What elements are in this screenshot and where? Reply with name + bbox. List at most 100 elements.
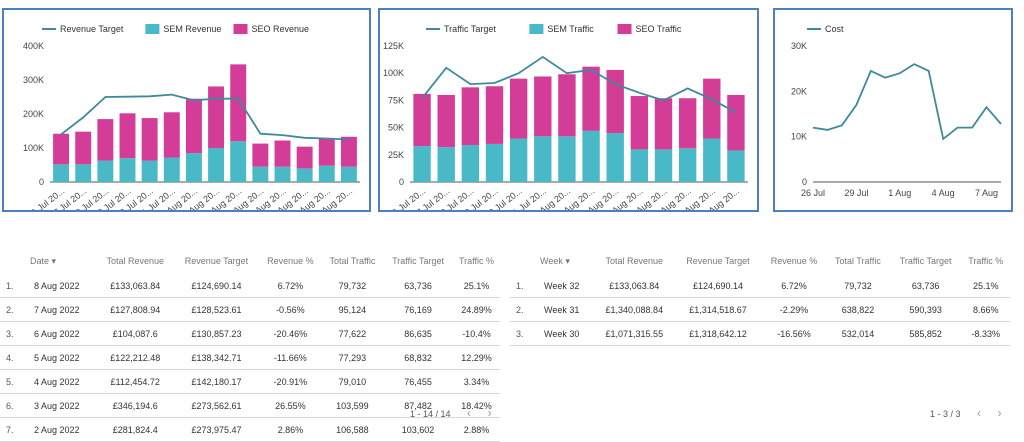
column-header[interactable]: Traffic % — [968, 256, 1004, 266]
table-cell: 8 Aug 2022 — [30, 274, 97, 298]
column-header[interactable]: Revenue Target — [184, 256, 249, 266]
x-tick-label: 26 Jul — [801, 188, 825, 198]
prev-page-icon[interactable]: ‹ — [467, 406, 472, 420]
table-cell: 77,293 — [321, 345, 384, 370]
next-page-icon[interactable]: › — [997, 406, 1002, 420]
column-header[interactable]: Revenue % — [267, 256, 314, 266]
legend-bar-swatch — [529, 24, 544, 34]
row-index: 1. — [510, 274, 540, 298]
table-row[interactable]: 3. Week 30 £1,071,315.55 £1,318,642.12 -16.5… — [510, 321, 1010, 346]
traffic-chart-panel: Traffic Target SEM Traffic SEO Traffic 0 25K… — [378, 8, 759, 212]
sem-bar — [97, 160, 114, 182]
y-tick-label: 300K — [23, 75, 44, 85]
row-index: 5. — [0, 369, 30, 394]
row-index: 2. — [0, 297, 30, 322]
traffic-chart: Traffic Target SEM Traffic SEO Traffic 0 25K… — [383, 24, 748, 210]
table-row[interactable]: 5. 4 Aug 2022 £112,454.72 £142,180.17 -20.91… — [0, 369, 500, 394]
seo-bar — [252, 143, 269, 167]
y-tick-label: 0 — [399, 177, 404, 187]
table-cell: 76,169 — [383, 297, 453, 322]
table-row[interactable]: 2. 7 Aug 2022 £127,808.94 £128,523.61 -0.56%… — [0, 297, 500, 322]
legend-label: Cost — [825, 24, 844, 34]
table-cell: 63,736 — [889, 274, 962, 298]
y-tick-label: 125K — [383, 41, 404, 51]
y-tick-label: 400K — [23, 41, 44, 51]
sem-bar — [461, 145, 480, 182]
table-row[interactable]: 2. Week 31 £1,340,088.84 £1,314,518.67 -2.29… — [510, 297, 1010, 322]
x-tick-label: 7 Aug — [975, 188, 998, 198]
table-cell: £1,340,088.84 — [594, 297, 675, 322]
index-header — [0, 248, 30, 274]
revenue-chart-panel: Revenue Target SEM Revenue SEO Revenue 0 100… — [2, 8, 371, 212]
column-header[interactable]: Traffic % — [458, 256, 494, 266]
seo-bar — [53, 133, 70, 165]
revenue-chart: Revenue Target SEM Revenue SEO Revenue 0 100… — [23, 24, 360, 210]
row-index: 4. — [0, 345, 30, 370]
sem-bar — [582, 130, 600, 182]
table-row[interactable]: 6. 3 Aug 2022 £346,194.6 £273,562.61 26.55% 1… — [0, 393, 500, 418]
seo-bar — [437, 94, 455, 148]
table-cell: £127,808.94 — [96, 297, 174, 322]
table-cell: 25.1% — [961, 274, 1010, 298]
table-cell: -11.66% — [259, 345, 322, 370]
table-cell: 638,822 — [826, 297, 890, 322]
table-cell: £128,523.61 — [173, 297, 260, 322]
sem-bar — [274, 166, 291, 182]
column-header[interactable]: Date ▾ — [30, 255, 57, 266]
seo-bar — [534, 76, 552, 137]
y-tick-label: 25K — [388, 150, 404, 160]
table-cell: 6.72% — [259, 274, 322, 298]
column-header[interactable]: Traffic Target — [899, 256, 952, 266]
sem-bar — [53, 164, 70, 182]
seo-bar — [230, 64, 247, 142]
seo-bar — [75, 131, 92, 165]
column-header[interactable]: Total Traffic — [835, 256, 881, 266]
sem-bar — [185, 153, 202, 182]
legend-label: Revenue Target — [60, 24, 124, 34]
cost-chart-panel: Cost 0 10K 20K 30K 26 Jul 29 Jul 1 Aug 4 Aug 7 Au… — [773, 8, 1013, 212]
table-row[interactable]: 1. Week 32 £133,063.84 £124,690.14 6.72% 79,7… — [510, 274, 1010, 298]
table-cell: 77,622 — [321, 321, 384, 346]
next-page-icon[interactable]: › — [487, 406, 492, 420]
target-line — [60, 93, 349, 141]
table-cell: 25.1% — [452, 274, 500, 298]
column-header[interactable]: Total Revenue — [605, 256, 664, 266]
table-cell: £1,314,518.67 — [674, 297, 762, 322]
column-header[interactable]: Revenue % — [770, 256, 818, 266]
table-header-row: Week ▾ Total Revenue Revenue Target Revenue… — [510, 248, 1010, 274]
table-row[interactable]: 7. 2 Aug 2022 £281,824.4 £273,975.47 2.86% 10… — [0, 417, 500, 442]
table-cell: £130,857.23 — [173, 321, 260, 346]
table-cell: 8.66% — [961, 297, 1010, 322]
sem-bar — [119, 158, 136, 182]
prev-page-icon[interactable]: ‹ — [977, 406, 982, 420]
table-cell: 76,455 — [383, 369, 453, 394]
x-tick-label: 29 Jul — [844, 188, 868, 198]
x-tick-label: 4 Aug — [932, 188, 955, 198]
table-cell: £133,063.84 — [96, 274, 174, 298]
table-cell: £124,690.14 — [173, 274, 260, 298]
table-row[interactable]: 3. 6 Aug 2022 £104,087.6 £130,857.23 -20.46%… — [0, 321, 500, 346]
table-row[interactable]: 4. 5 Aug 2022 £122,212.48 £138,342.71 -11.66… — [0, 345, 500, 370]
table-cell: £124,690.14 — [674, 274, 762, 298]
table-cell: -2.29% — [761, 297, 827, 322]
table-row[interactable]: 1. 8 Aug 2022 £133,063.84 £124,690.14 6.72% 7… — [0, 274, 500, 298]
column-header[interactable]: Traffic Target — [392, 256, 444, 266]
y-tick-label: 50K — [388, 123, 404, 133]
sem-bar — [340, 166, 357, 182]
sem-bar — [630, 149, 649, 182]
seo-bar — [630, 96, 649, 150]
table-cell: £346,194.6 — [96, 393, 174, 418]
legend-label: SEO Traffic — [636, 24, 682, 34]
seo-bar — [678, 98, 697, 149]
sem-bar — [606, 133, 624, 182]
seo-bar — [606, 69, 624, 134]
column-header[interactable]: Week ▾ — [540, 255, 570, 266]
column-header[interactable]: Revenue Target — [686, 256, 750, 266]
sem-bar — [75, 164, 92, 182]
seo-bar — [208, 86, 225, 148]
seo-bar — [461, 87, 480, 146]
table-cell: £112,454.72 — [96, 369, 174, 394]
column-header[interactable]: Total Revenue — [106, 256, 165, 266]
column-header[interactable]: Total Traffic — [329, 256, 376, 266]
seo-bar — [340, 136, 357, 167]
